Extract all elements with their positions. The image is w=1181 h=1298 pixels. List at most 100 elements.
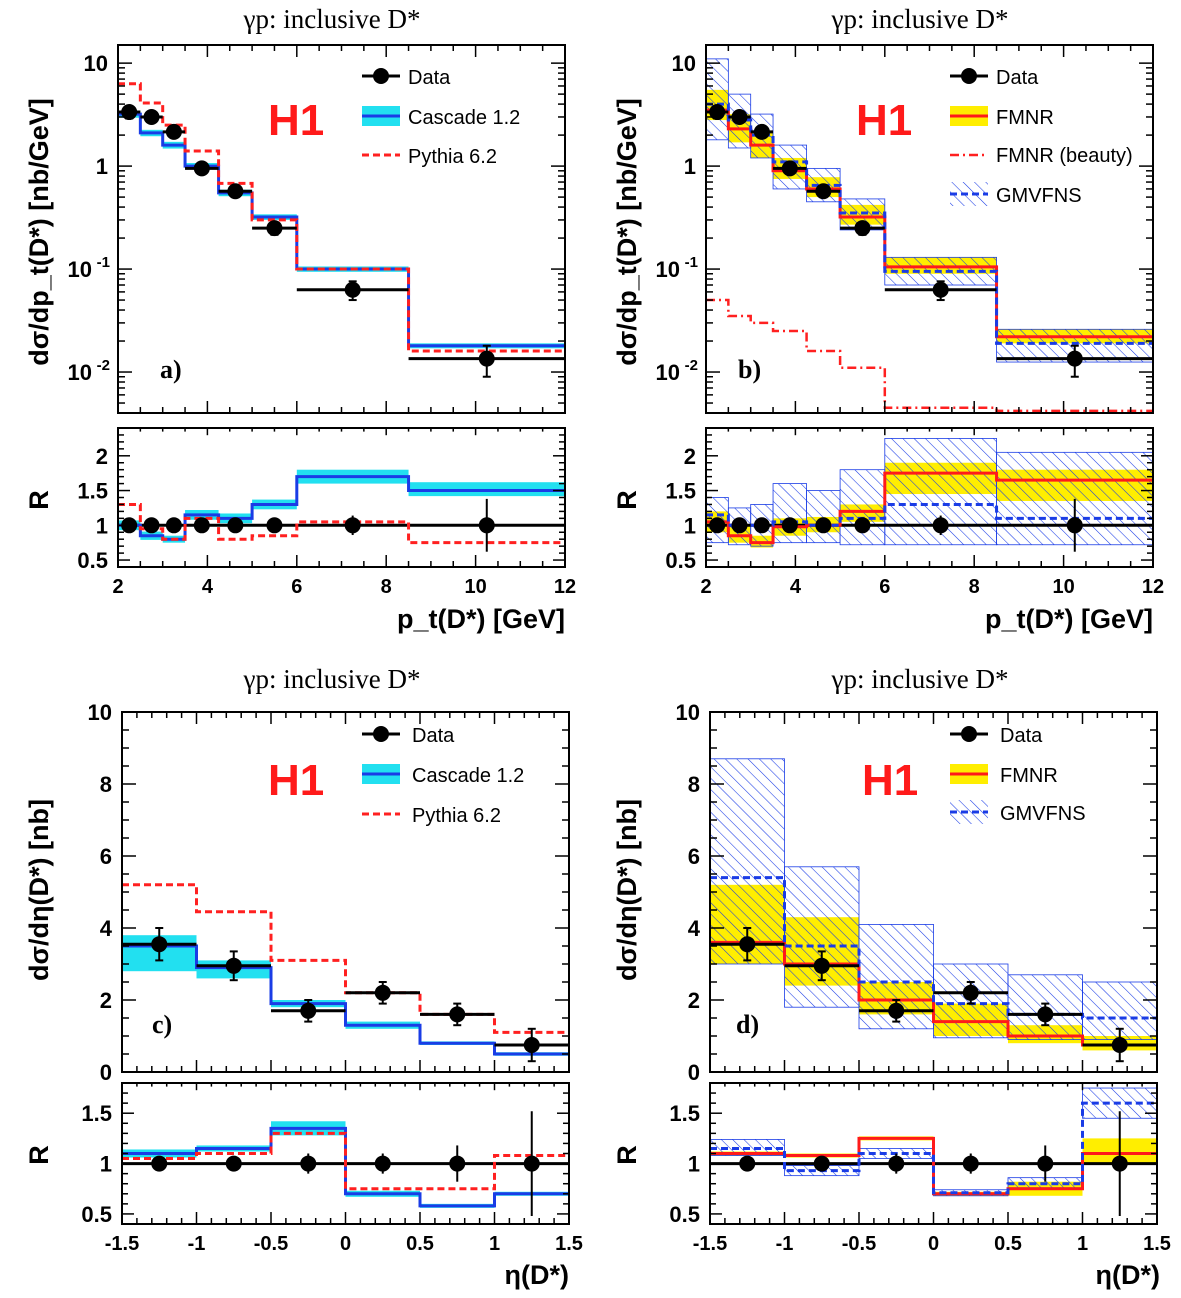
chart-a: 2 4 6 8 10 12 10 -2 10 -1 1 10 0.5 1 1.5 2: [68, 44, 576, 598]
xtick-label-d-6: 1.5: [1143, 1233, 1171, 1255]
panel-c-xlabel: η(D*): [505, 1260, 569, 1290]
data-point-d-3: [962, 984, 979, 1001]
ytick-label-d-3: 6: [688, 844, 700, 869]
data-point-c-5: [523, 1037, 540, 1053]
panel-a-title: γp: inclusive D*: [243, 4, 421, 34]
ytick-label-b-2: 1: [684, 154, 696, 179]
ratio-point-a-5: [266, 517, 283, 534]
xtick-label-a-1: 4: [202, 576, 214, 598]
chart-c: -1.5 -1 -0.5 0 0.5 1 1.5 0 2 4 6 8 10 0.5 1 1.5: [81, 700, 583, 1255]
xtick-label-b-0: 2: [700, 576, 711, 598]
legend-d-band-label: FMNR: [1000, 765, 1058, 787]
rtick-label-d-2: 1.5: [669, 1101, 700, 1126]
panel-c-ylabel: dσ/dη(D*) [nb]: [24, 799, 54, 981]
panel-d-ylabel: dσ/dη(D*) [nb]: [612, 799, 642, 981]
legend-c-dashed-label: Pythia 6.2: [412, 805, 501, 827]
xtick-label-d-2: -0.5: [842, 1233, 876, 1255]
xtick-label-d-1: -1: [776, 1233, 794, 1255]
ytick-label-d-1: 2: [688, 988, 700, 1013]
ytick-label-a-0: 10: [68, 360, 92, 385]
chart-d: -1.5 -1 -0.5 0 0.5 1 1.5 0 2 4 6 8 10 0.5 1 1.5: [669, 700, 1171, 1255]
hatch-d-bin-1: [784, 866, 860, 1008]
legend-b-data-marker: [961, 68, 977, 84]
xtick-label-c-5: 1: [489, 1233, 500, 1255]
panel-b-h1-logo: H1: [856, 96, 912, 145]
ratio-point-c-0: [151, 1155, 168, 1172]
ytick-label-c-2: 4: [100, 916, 113, 941]
xtick-label-d-5: 1: [1077, 1233, 1088, 1255]
ratio-hatch-b-bin-4: [806, 490, 841, 544]
rtick-label-b-3: 2: [684, 444, 696, 469]
ytick-label-d-0: 0: [688, 1060, 700, 1085]
series-c-0: [122, 935, 569, 1056]
ytick-label-c-4: 8: [100, 772, 112, 797]
ytick-label-c-5: 10: [88, 700, 112, 725]
ratio-point-a-3: [193, 517, 210, 534]
ratio-point-b-3: [781, 517, 798, 534]
data-point-a-0: [121, 104, 138, 121]
ratio-line-b-2: [706, 502, 1153, 527]
ytick-label-c-1: 2: [100, 988, 112, 1013]
panel-c-h1-logo: H1: [268, 756, 324, 805]
hatch-b-bin-0: [705, 58, 729, 141]
legend-b-band-label: FMNR: [996, 107, 1054, 129]
ytick-label-a-3: 10: [84, 51, 108, 76]
line-b-dashdot-1: [706, 298, 1153, 413]
data-point-c-3: [374, 984, 391, 1001]
rtick-label-d-0: 0.5: [669, 1202, 700, 1227]
data-point-c-4: [449, 1006, 466, 1023]
panel-d-h1-logo: H1: [862, 756, 918, 805]
ratio-point-a-6: [344, 517, 361, 534]
data-point-a-4: [227, 183, 244, 200]
xtick-label-c-2: -0.5: [254, 1233, 288, 1255]
ratio-point-d-1: [813, 1155, 830, 1172]
panel-c-label: c): [152, 1010, 172, 1039]
legend-d-hatch-label: GMVFNS: [1000, 803, 1086, 825]
data-point-b-2: [753, 123, 770, 140]
panel-a-legend: Data Cascade 1.2 Pythia 6.2: [362, 67, 520, 168]
xtick-label-b-5: 12: [1142, 576, 1164, 598]
data-point-b-3: [781, 160, 798, 177]
legend-b-hatch-label: GMVFNS: [996, 185, 1082, 207]
rtick-label-a-0: 0.5: [77, 548, 108, 573]
ratio-point-d-5: [1111, 1155, 1128, 1172]
ratio-point-c-4: [449, 1155, 466, 1172]
panel-a-h1-logo: H1: [268, 96, 324, 145]
panel-b-xlabel: p_t(D*) [GeV]: [985, 604, 1153, 634]
xtick-label-d-4: 0.5: [994, 1233, 1022, 1255]
data-point-d-5: [1111, 1037, 1128, 1053]
panel-b-title: γp: inclusive D*: [831, 4, 1009, 34]
ratio-point-a-1: [143, 517, 160, 534]
ratio-point-a-4: [227, 517, 244, 534]
xtick-label-a-4: 10: [464, 576, 486, 598]
legend-a-data-label: Data: [408, 67, 451, 89]
panel-a-ratio-label: R: [24, 490, 54, 510]
data-point-c-0: [151, 936, 168, 953]
ytick-label-a-2: 1: [96, 154, 108, 179]
panel-a-ylabel: dσ/dp_t(D*) [nb/GeV]: [24, 98, 54, 365]
xtick-label-a-3: 8: [381, 576, 392, 598]
ratio-point-c-1: [225, 1155, 242, 1172]
ratio-point-c-5: [523, 1155, 540, 1172]
panel-b-ylabel: dσ/dp_t(D*) [nb/GeV]: [612, 98, 642, 365]
xtick-label-a-0: 2: [112, 576, 123, 598]
line-b-hatch-2: [706, 102, 1153, 345]
data-point-c-2: [300, 1002, 317, 1019]
legend-a-band-label: Cascade 1.2: [408, 107, 520, 129]
xtick-label-c-6: 1.5: [555, 1233, 583, 1255]
xtick-label-b-1: 4: [790, 576, 802, 598]
panel-d-legend: Data FMNR GMVFNS: [950, 725, 1086, 825]
legend-c-band-label: Cascade 1.2: [412, 765, 524, 787]
data-point-c-1: [225, 957, 242, 974]
ratio-line-a-0: [118, 475, 565, 541]
legend-d-data-marker: [961, 726, 977, 742]
data-point-a-6: [344, 281, 361, 298]
panel-c-title: γp: inclusive D*: [243, 664, 421, 694]
data-point-b-7: [1066, 350, 1083, 367]
ratio-point-d-4: [1037, 1155, 1054, 1172]
series-b-2: [705, 58, 1154, 363]
ratio-point-b-6: [932, 517, 949, 534]
legend-b-dashdot-label: FMNR (beauty): [996, 145, 1133, 167]
xtick-label-c-3: 0: [340, 1233, 351, 1255]
